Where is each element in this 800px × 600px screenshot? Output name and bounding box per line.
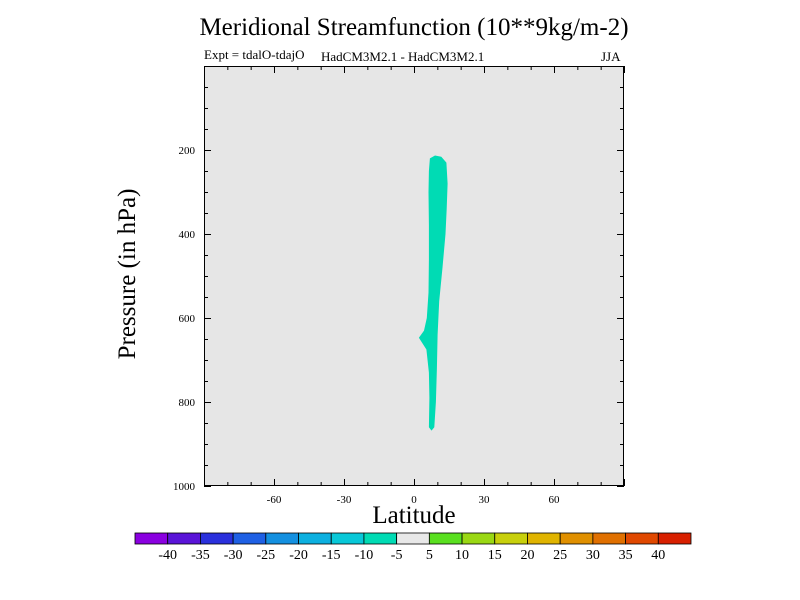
y-tick-label: 400 bbox=[179, 229, 196, 241]
x-tick-label: -30 bbox=[337, 494, 352, 506]
colorbar-box bbox=[232, 532, 267, 545]
colorbar-box bbox=[330, 532, 365, 545]
colorbar-box bbox=[559, 532, 594, 545]
x-tick-labels: -60 -30 0 30 60 bbox=[267, 494, 560, 506]
y-tick-labels: 200 400 600 800 1000 bbox=[173, 145, 196, 493]
colorbar-label: 40 bbox=[651, 548, 665, 563]
colorbar-label: -10 bbox=[355, 548, 374, 563]
colorbar-label: 20 bbox=[520, 548, 534, 563]
colorbar-label: 15 bbox=[488, 548, 502, 563]
colorbar-label: -5 bbox=[391, 548, 403, 563]
colorbar-label: -30 bbox=[224, 548, 243, 563]
colorbar-box bbox=[625, 532, 659, 545]
model-label: HadCM3M2.1 - HadCM3M2.1 bbox=[321, 49, 485, 64]
y-tick-label: 1000 bbox=[173, 481, 196, 493]
filled-contours bbox=[418, 155, 448, 431]
colorbar-label: -35 bbox=[191, 548, 210, 563]
x-tick-label: 30 bbox=[479, 494, 491, 506]
colorbar-box bbox=[134, 532, 169, 545]
y-tick-label: 800 bbox=[179, 397, 196, 409]
colorbar-box bbox=[494, 532, 528, 545]
plot-frame bbox=[204, 66, 624, 486]
colorbar-label: 30 bbox=[586, 548, 600, 563]
colorbar-label: 10 bbox=[455, 548, 469, 563]
colorbar-box bbox=[396, 532, 430, 545]
colorbar-box bbox=[200, 532, 234, 545]
x-tick-label: -60 bbox=[267, 494, 282, 506]
colorbar: -40 -35 -30 -25 -20 -15 -10 -5 5 10 15 20 25 30 35 40 bbox=[134, 532, 692, 563]
x-tick-label: 0 bbox=[411, 494, 417, 506]
season-label: JJA bbox=[601, 49, 621, 64]
colorbar-label: 5 bbox=[426, 548, 433, 563]
plot-area bbox=[204, 66, 624, 486]
colorbar-label: 25 bbox=[553, 548, 567, 563]
colorbar-box bbox=[265, 532, 299, 545]
experiment-label: Expt = tdalO-tdajO bbox=[204, 47, 305, 62]
colorbar-label: -15 bbox=[322, 548, 341, 563]
colorbar-box bbox=[527, 532, 561, 545]
x-tick-label: 60 bbox=[549, 494, 561, 506]
colorbar-label: -20 bbox=[289, 548, 308, 563]
colorbar-box bbox=[167, 532, 201, 545]
colorbar-label: 35 bbox=[619, 548, 633, 563]
y-tick-label: 600 bbox=[179, 313, 196, 325]
x-axis-label: Latitude bbox=[372, 502, 456, 529]
colorbar-box bbox=[428, 532, 463, 545]
contour-region-0 bbox=[418, 155, 448, 431]
colorbar-label: -25 bbox=[256, 548, 275, 563]
y-tick-label: 200 bbox=[179, 145, 196, 157]
colorbar-box bbox=[592, 532, 626, 545]
colorbar-box bbox=[363, 532, 398, 545]
colorbar-box bbox=[461, 532, 496, 545]
chart-title: Meridional Streamfunction (10**9kg/m-2) bbox=[199, 14, 629, 41]
colorbar-box bbox=[298, 532, 332, 545]
colorbar-label: -40 bbox=[158, 548, 177, 563]
colorbar-box bbox=[657, 532, 692, 545]
